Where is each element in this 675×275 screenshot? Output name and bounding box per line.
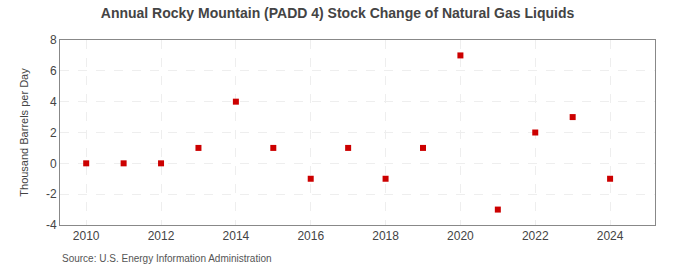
svg-text:2022: 2022 [522, 229, 549, 243]
svg-text:0: 0 [50, 157, 57, 171]
svg-text:2018: 2018 [372, 229, 399, 243]
svg-text:Source: U.S. Energy Informatio: Source: U.S. Energy Information Administ… [62, 253, 272, 264]
svg-text:2: 2 [50, 126, 57, 140]
svg-text:4: 4 [50, 95, 57, 109]
svg-text:-2: -2 [46, 187, 57, 201]
svg-text:Annual Rocky Mountain (PADD 4): Annual Rocky Mountain (PADD 4) Stock Cha… [101, 5, 575, 21]
svg-text:2016: 2016 [297, 229, 324, 243]
svg-text:-4: -4 [46, 218, 57, 232]
svg-text:2012: 2012 [148, 229, 175, 243]
svg-text:2010: 2010 [73, 229, 100, 243]
svg-text:2020: 2020 [447, 229, 474, 243]
svg-text:8: 8 [50, 33, 57, 47]
svg-text:Thousand Barrels per Day: Thousand Barrels per Day [18, 68, 30, 197]
svg-text:2024: 2024 [597, 229, 624, 243]
svg-text:6: 6 [50, 64, 57, 78]
svg-text:2014: 2014 [223, 229, 250, 243]
